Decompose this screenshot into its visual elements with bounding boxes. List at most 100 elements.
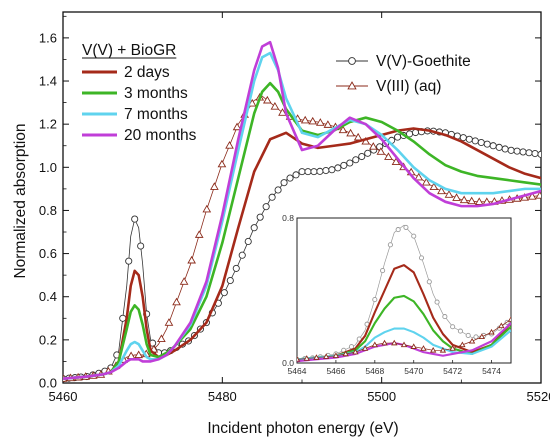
inset-marker-v-iii-aq	[429, 346, 437, 353]
series-marker-v-iii-aq	[414, 172, 424, 181]
series-marker-v-v-goethite	[334, 164, 342, 172]
series-marker-v-iii-aq	[315, 118, 325, 126]
series-marker-v-v-goethite	[250, 224, 258, 232]
inset-x-tick-label: 5464	[288, 366, 307, 376]
inset-marker-v-iii-aq	[507, 316, 511, 322]
inset-frame	[296, 217, 512, 364]
series-marker-v-v-goethite	[131, 215, 139, 223]
inset-marker-v-iii-aq	[371, 341, 379, 348]
y-tick-label: 1.4	[39, 74, 57, 89]
x-tick-label: 5480	[208, 389, 237, 404]
inset-line-3-months	[297, 294, 511, 361]
series-marker-v-v-goethite	[394, 133, 402, 141]
main-plot: 0.0 0.2 0.4 0.6 0.8 1.0 1.2 1.4 1.6 5460 5480 5500 5…	[39, 11, 550, 404]
series-marker-v-v-goethite	[125, 257, 133, 265]
series-marker-v-v-goethite	[232, 264, 240, 272]
legend-title: V(V) + BioGR	[82, 42, 176, 59]
series-marker-v-v-goethite	[471, 137, 479, 145]
series-marker-v-iii-aq	[270, 102, 280, 110]
series-marker-v-iii-aq	[444, 190, 454, 198]
legend-label-v-iii-aq: V(III) (aq)	[376, 78, 441, 95]
series-marker-v-v-goethite	[483, 140, 491, 148]
x-tick-label: 5520	[527, 389, 550, 404]
x-tick-label: 5460	[49, 389, 78, 404]
series-marker-v-v-goethite	[346, 159, 354, 167]
inset-marker-v-iii-aq	[420, 345, 427, 351]
series-marker-v-iii-aq	[134, 350, 144, 359]
series-marker-v-iii-aq	[376, 147, 386, 155]
series-marker-v-iii-aq	[263, 95, 272, 104]
legend-label-20-months: 20 months	[124, 127, 197, 144]
x-axis-title: Incident photon energy (eV)	[207, 420, 398, 437]
inset-marker-v-v-goethite	[411, 233, 417, 239]
inset-marker-v-v-goethite	[348, 344, 355, 350]
series-marker-v-v-goethite	[274, 186, 282, 194]
y-tick-label: 0.2	[39, 332, 57, 347]
series-marker-v-v-goethite	[328, 166, 336, 174]
inset-marker-v-v-goethite	[457, 328, 463, 334]
legend-label-v-v-goethite: V(V)-Goethite	[376, 53, 471, 70]
series-marker-v-v-goethite	[280, 179, 288, 187]
series-marker-v-iii-aq	[308, 116, 318, 125]
inset-marker-v-iii-aq	[478, 333, 486, 339]
inset-y-tick-label: 0.8	[282, 213, 294, 223]
inset-marker-v-iii-aq	[342, 350, 349, 357]
series-line-7-months	[63, 51, 541, 380]
series-marker-v-iii-aq	[391, 157, 401, 166]
series-marker-v-iii-aq	[300, 115, 310, 124]
inset-x-tick-label: 5466	[326, 366, 345, 376]
legend-samples: V(V) + BioGR 2 days 3 months 7 months 20 mon…	[82, 42, 197, 144]
y-tick-label: 1.2	[39, 117, 57, 132]
series-marker-v-iii-aq	[278, 108, 287, 116]
inset-marker-v-iii-aq	[313, 354, 320, 360]
series-marker-v-v-goethite	[501, 145, 509, 153]
inset-marker-v-v-goethite	[395, 227, 401, 233]
inset-marker-v-iii-aq	[361, 345, 369, 351]
series-marker-v-iii-aq	[338, 125, 348, 134]
inset-marker-v-iii-aq	[391, 339, 398, 346]
inset-y-tick-label: 0.0	[282, 358, 294, 368]
inset-x-tick-label: 5474	[482, 366, 501, 376]
y-axis-title: Normalized absorption	[12, 123, 29, 278]
series-marker-v-iii-aq	[368, 142, 378, 150]
series-line-2-days	[63, 127, 541, 380]
inset-marker-v-v-goethite	[380, 268, 386, 274]
legend-references: V(V)-Goethite V(III) (aq)	[336, 53, 471, 95]
inset-marker-v-v-goethite	[426, 279, 432, 285]
series-marker-v-iii-aq	[474, 197, 484, 205]
inset-x-tick-label: 5472	[443, 366, 462, 376]
series-marker-v-iii-aq	[535, 191, 541, 199]
series-marker-v-iii-aq	[452, 193, 461, 201]
series-marker-v-iii-aq	[232, 122, 242, 131]
inset-line-2-days	[297, 264, 511, 361]
series-marker-v-v-goethite	[256, 213, 264, 221]
series-marker-v-v-goethite	[292, 171, 300, 179]
y-tick-label: 1.6	[39, 30, 57, 45]
inset-marker-v-v-goethite	[403, 224, 409, 230]
series-marker-v-v-goethite	[507, 146, 515, 154]
series-line-3-months	[63, 81, 541, 380]
series-marker-v-iii-aq	[194, 230, 204, 238]
inset-marker-v-iii-aq	[352, 348, 359, 355]
legend-label-7-months: 7 months	[124, 106, 188, 123]
series-marker-v-iii-aq	[323, 120, 333, 128]
series-marker-v-iii-aq	[157, 334, 166, 343]
series-marker-v-v-goethite	[220, 289, 228, 297]
y-tick-label: 0.0	[39, 376, 57, 391]
y-tick-label: 0.6	[39, 246, 57, 261]
series-marker-v-iii-aq	[202, 204, 212, 213]
inset-marker-v-iii-aq	[498, 322, 505, 329]
series-marker-v-v-goethite	[537, 150, 541, 158]
series-marker-v-iii-aq	[429, 182, 439, 191]
series-marker-v-v-goethite	[465, 135, 473, 143]
series-marker-v-iii-aq	[172, 297, 181, 306]
series-marker-v-v-goethite	[322, 166, 330, 175]
inset-marker-v-iii-aq	[400, 341, 408, 348]
inset-marker-v-v-goethite	[387, 242, 393, 248]
series-marker-v-v-goethite	[459, 134, 467, 142]
series-marker-v-v-goethite	[286, 174, 294, 182]
series-line-20-months	[63, 40, 541, 380]
inset-marker-v-iii-aq	[322, 353, 330, 359]
y-tick-label: 0.8	[39, 203, 57, 218]
inset-marker-v-iii-aq	[488, 328, 495, 335]
